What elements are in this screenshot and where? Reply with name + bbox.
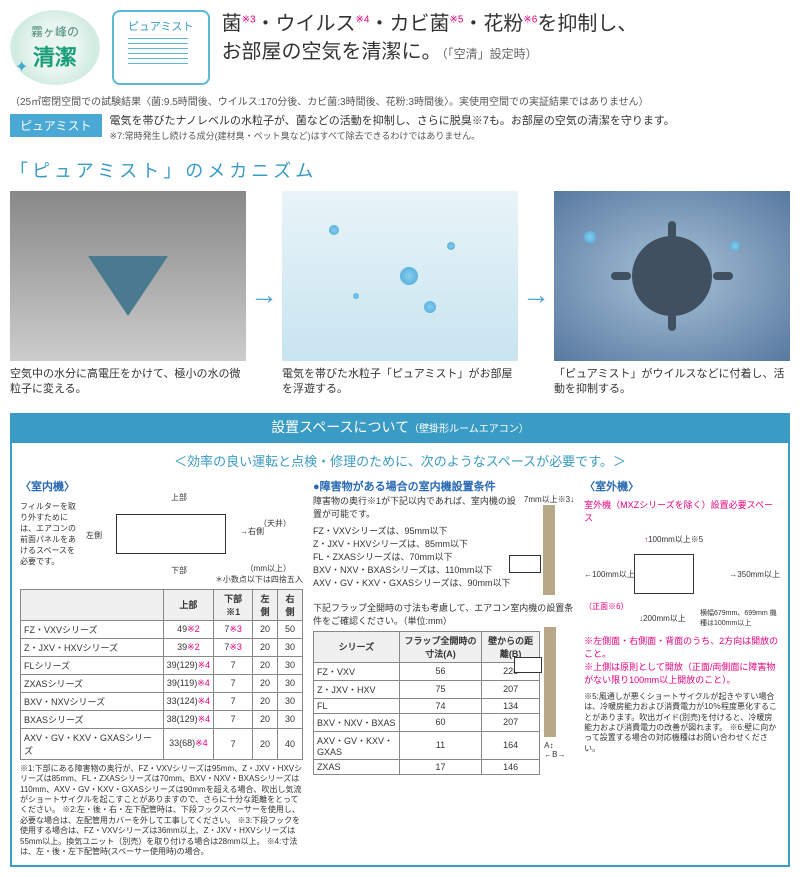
sparkle-icon: ✦ xyxy=(15,57,28,77)
install-notice: ＜効率の良い運転と点検・修理のために、次のようなスペースが必要です。＞ xyxy=(20,451,780,470)
install-col-indoor: 〈室内機〉 フィルターを取り外すためには、エアコンの前面パネルをあけるスペースを… xyxy=(20,478,303,858)
install-box: ＜効率の良い運転と点検・修理のために、次のようなスペースが必要です。＞ 〈室内機… xyxy=(10,441,790,868)
obstacle-title: ●障害物がある場合の室内機設置条件 xyxy=(313,478,574,494)
mechanism-panel-2: 電気を帯びた水粒子「ピュアミスト」がお部屋を浮遊する。 xyxy=(282,191,518,399)
mechanism-panel-3: 「ピュアミスト」がウイルスなどに付着し、活動を抑制する。 xyxy=(554,191,790,399)
badge-top: 霧ヶ峰の xyxy=(31,23,79,40)
mechanism-panel-1: 空気中の水分に高電圧をかけて、極小の水の微粒子に変える。 xyxy=(10,191,246,399)
puremist-badge: ピュアミスト xyxy=(112,10,210,85)
outdoor-label: 〈室外機〉 xyxy=(584,478,780,494)
footnotes-1: ※1:下部にある障害物の奥行が、FZ・VXVシリーズは95mm、Z・JXV・HX… xyxy=(20,764,303,858)
outdoor-diagram: ↑100mm以上※5 ←100mm以上 →350mm以上 ↓200mm以上 （正… xyxy=(584,534,780,624)
mechanism-image-3 xyxy=(554,191,790,361)
install-header: 設置スペースについて（壁掛形ルームエアコン） xyxy=(10,413,790,441)
badge-main: 清潔 xyxy=(33,40,77,72)
mechanism-image-1 xyxy=(10,191,246,361)
brand-clean-badge: 霧ヶ峰の 清潔 ✦ xyxy=(10,10,100,85)
arrow-icon: → xyxy=(522,279,550,311)
clearance-table: 上部下部※1左側右側 FZ・VXVシリーズ49※27※32050Z・JXV・HX… xyxy=(20,589,303,760)
puremist-text: 電気を帯びたナノレベルの水粒子が、菌などの活動を抑制し、さらに脱臭※7も。お部屋… xyxy=(110,114,790,145)
test-result-note: （25㎡密閉空間での試験結果〈菌:9.5時間後、ウイルス:170分後、カビ菌:3… xyxy=(10,93,790,108)
arrow-icon: → xyxy=(250,279,278,311)
mechanism-row: 空気中の水分に高電圧をかけて、極小の水の微粒子に変える。 → 電気を帯びた水粒子… xyxy=(10,191,790,399)
indoor-label: 〈室内機〉 xyxy=(20,478,303,494)
mechanism-image-2 xyxy=(282,191,518,361)
install-col-outdoor: 〈室外機〉 室外機（MXZシリーズを除く）設置必要スペース ↑100mm以上※5… xyxy=(584,478,780,858)
headline: 菌※3・ウイルス※4・カビ菌※5・花粉※6を抑制し、お部屋の空気を清潔に。（「空… xyxy=(222,10,790,85)
mechanism-title: 「ピュアミスト」のメカニズム xyxy=(10,157,790,183)
puremist-badge-title: ピュアミスト xyxy=(128,18,194,34)
ac-lines-icon xyxy=(128,38,188,68)
indoor-diagram xyxy=(116,514,226,554)
wall-icon xyxy=(544,627,556,737)
wall-icon xyxy=(543,505,555,595)
install-col-obstacle: ●障害物がある場合の室内機設置条件 障害物の奥行※1が下記以内であれば、室内機の… xyxy=(313,478,574,858)
flap-table: シリーズフラップ全開時の寸法(A)壁からの距離(B) FZ・VXV56228Z・… xyxy=(313,631,540,775)
puremist-tag: ピュアミスト xyxy=(10,114,102,137)
